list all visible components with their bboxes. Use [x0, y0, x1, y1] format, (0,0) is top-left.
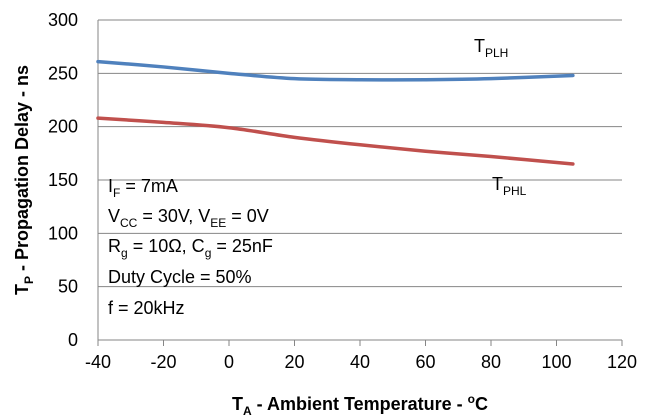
- y-tick-label: 300: [48, 10, 78, 30]
- condition-duty-cycle: Duty Cycle = 50%: [108, 267, 252, 287]
- x-tick-label: 20: [284, 352, 304, 372]
- series-line-tplh: [96, 59, 575, 82]
- test-conditions: IF = 7mA VCC = 30V, VEE = 0V Rg = 10Ω, C…: [108, 176, 273, 318]
- y-tick-label: 0: [68, 330, 78, 350]
- x-axis-title: TA - Ambient Temperature - oC: [232, 392, 488, 416]
- condition-vcc-vee: VCC = 30V, VEE = 0V: [108, 206, 269, 230]
- x-tick-label: -20: [150, 352, 176, 372]
- y-tick-label: 200: [48, 117, 78, 137]
- x-tick-label: 80: [481, 352, 501, 372]
- series-label-tphl: TPHL: [492, 174, 527, 198]
- series-lines: [96, 59, 575, 166]
- x-tick-label: 100: [541, 352, 571, 372]
- series-line-tphl: [96, 116, 575, 166]
- gridlines: [98, 19, 622, 288]
- y-tick-label: 50: [58, 277, 78, 297]
- y-tick-label: 250: [48, 63, 78, 83]
- condition-rg-cg: Rg = 10Ω, Cg = 25nF: [108, 236, 273, 260]
- x-tick-label: 40: [350, 352, 370, 372]
- y-tick-label: 100: [48, 223, 78, 243]
- y-tick-label: 150: [48, 170, 78, 190]
- x-tick-label: -40: [85, 352, 111, 372]
- condition-frequency: f = 20kHz: [108, 298, 185, 318]
- x-tick-label: 0: [224, 352, 234, 372]
- x-tick-labels: -40 -20 0 20 40 60 80 100 120: [85, 340, 637, 372]
- series-label-tplh: TPLH: [474, 36, 508, 60]
- y-axis-title: TP - Propagation Delay - ns: [12, 65, 36, 295]
- x-tick-label: 120: [607, 352, 637, 372]
- x-tick-label: 60: [415, 352, 435, 372]
- condition-if: IF = 7mA: [108, 176, 178, 200]
- y-tick-labels: 0 50 100 150 200 250 300: [48, 10, 78, 350]
